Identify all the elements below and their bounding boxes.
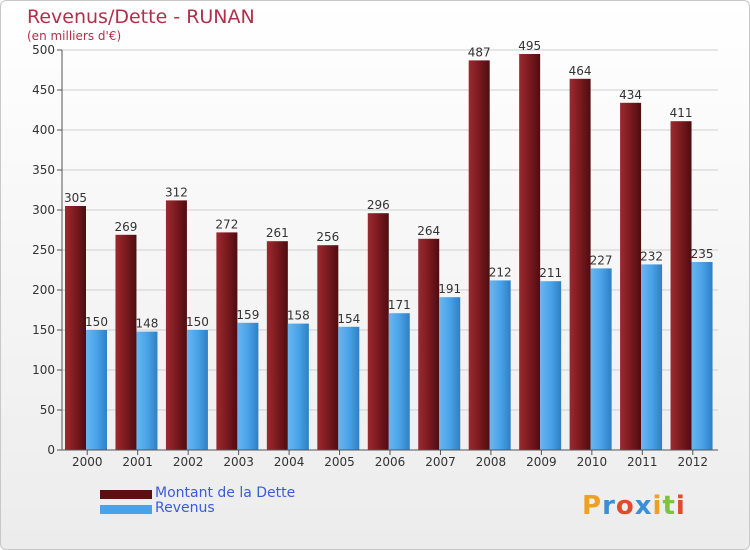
bar-revenus (489, 280, 511, 450)
y-tick-label: 150 (32, 323, 55, 337)
data-label-dette: 487 (468, 45, 491, 59)
bar-revenus (439, 297, 461, 450)
data-label-revenus: 171 (388, 298, 411, 312)
bar-revenus (136, 331, 158, 450)
bar-revenus (691, 262, 713, 450)
y-tick-label: 450 (32, 83, 55, 97)
proxiti-logo: Proxiti (582, 491, 686, 521)
y-tick-label: 0 (47, 443, 55, 457)
data-label-dette: 495 (518, 39, 541, 53)
x-tick-label: 2009 (526, 455, 557, 469)
bar-dette (418, 238, 440, 450)
chart-subtitle: (en milliers d'€) (27, 29, 122, 43)
bar-dette (620, 102, 642, 451)
x-tick-label: 2006 (375, 455, 406, 469)
legend-label-revenus: Revenus (155, 500, 215, 516)
data-label-revenus: 212 (489, 265, 512, 279)
bar-revenus (388, 313, 410, 450)
y-axis: 0 50 100 150 200 250 300 350 400 450 500 (32, 43, 63, 457)
data-label-dette: 411 (670, 106, 693, 120)
data-label-revenus: 227 (590, 253, 613, 267)
x-tick-label: 2011 (627, 455, 658, 469)
bar-revenus (641, 264, 663, 450)
bar-revenus (590, 268, 612, 450)
data-label-dette: 256 (316, 230, 339, 244)
x-tick-label: 2005 (324, 455, 355, 469)
x-tick-label: 2003 (223, 455, 254, 469)
x-tick-label: 2010 (577, 455, 608, 469)
y-tick-label: 300 (32, 203, 55, 217)
data-label-dette: 296 (367, 198, 390, 212)
y-tick-label: 250 (32, 243, 55, 257)
bar-dette (115, 234, 137, 450)
x-tick-label: 2008 (476, 455, 507, 469)
bar-dette (367, 213, 389, 450)
x-tick-label: 2002 (173, 455, 204, 469)
bar-revenus (338, 326, 360, 450)
x-tick-label: 2000 (72, 455, 103, 469)
y-tick-label: 400 (32, 123, 55, 137)
chart-title: Revenus/Dette - RUNAN (27, 6, 255, 28)
data-label-dette: 272 (215, 217, 238, 231)
bars: 305 150 269 148 312 150 272 159 261 158 256 154 296 1… (64, 39, 714, 451)
bar-revenus (186, 330, 208, 450)
bar-dette (165, 200, 187, 450)
bar-revenus (287, 323, 309, 450)
bar-dette (519, 54, 541, 450)
data-label-revenus: 232 (640, 249, 663, 263)
bar-dette (216, 232, 238, 450)
bar-revenus (237, 322, 259, 450)
data-label-dette: 269 (115, 220, 138, 234)
data-label-dette: 312 (165, 185, 188, 199)
data-label-dette: 464 (569, 64, 592, 78)
legend-swatch-dette (100, 490, 152, 499)
bar-dette (65, 206, 86, 450)
bar-dette (670, 121, 692, 450)
x-tick-label: 2007 (425, 455, 456, 469)
data-label-revenus: 235 (691, 247, 714, 261)
data-label-revenus: 148 (136, 317, 159, 331)
data-label-revenus: 154 (337, 312, 360, 326)
y-tick-label: 350 (32, 163, 55, 177)
bar-dette (266, 241, 288, 450)
x-tick-label: 2001 (122, 455, 153, 469)
data-label-dette: 434 (619, 88, 642, 102)
data-label-revenus: 158 (287, 309, 310, 323)
data-label-revenus: 159 (236, 308, 259, 322)
bar-dette (317, 245, 339, 450)
y-tick-label: 200 (32, 283, 55, 297)
data-label-revenus: 191 (438, 282, 461, 296)
x-tick-label: 2012 (677, 455, 708, 469)
legend-label-dette: Montant de la Dette (155, 485, 296, 501)
data-label-revenus: 150 (85, 315, 108, 329)
data-label-dette: 305 (64, 191, 87, 205)
bar-dette (569, 78, 591, 451)
bar-revenus (540, 281, 562, 450)
data-label-revenus: 211 (539, 266, 562, 280)
bar-revenus (86, 330, 107, 450)
data-label-dette: 264 (417, 224, 440, 238)
x-axis: 2000 2001 2002 2003 2004 2005 2006 2007 2008 2009… (62, 449, 718, 469)
data-label-revenus: 150 (186, 315, 209, 329)
y-tick-label: 500 (32, 43, 55, 57)
bar-dette (468, 60, 490, 451)
legend-swatch-revenus (100, 505, 152, 514)
y-tick-label: 100 (32, 363, 55, 377)
svg-text:Proxiti: Proxiti (582, 491, 686, 521)
data-label-dette: 261 (266, 226, 289, 240)
y-tick-label: 50 (40, 403, 55, 417)
x-tick-label: 2004 (274, 455, 305, 469)
